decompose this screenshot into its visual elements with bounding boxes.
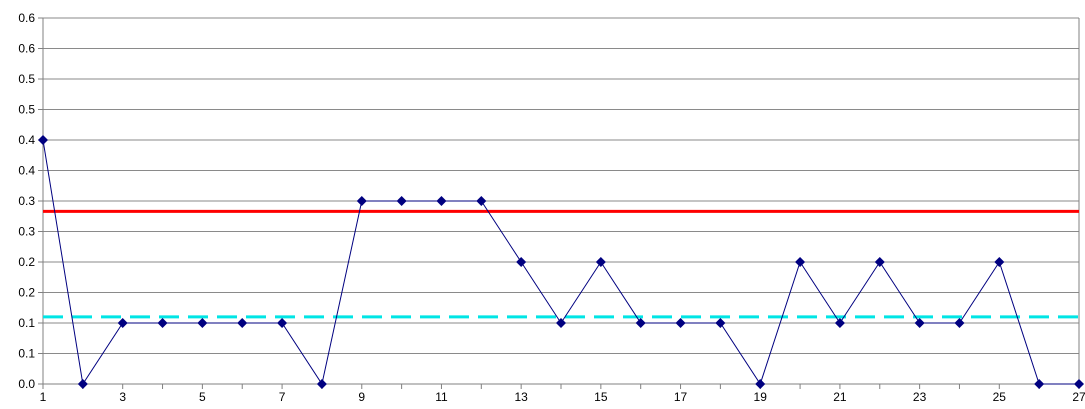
data-point: [675, 318, 686, 328]
y-tick-label: 0.2: [18, 286, 35, 300]
x-tick-label: 17: [674, 390, 688, 404]
data-point: [1074, 379, 1084, 389]
y-axis-ticks: 0.0 0.1 0.1 0.2 0.2 0.3 0.3 0.4 0.4 0.5 0.5 0.6 0.6: [18, 11, 43, 391]
x-tick-label: 1: [40, 390, 47, 404]
y-tick-label: 0.0: [18, 377, 35, 391]
data-point: [157, 318, 168, 328]
data-point: [914, 318, 925, 328]
data-point: [516, 257, 527, 267]
x-tick-label: 3: [119, 390, 126, 404]
x-tick-label: 7: [279, 390, 286, 404]
x-tick-label: 11: [435, 390, 448, 404]
x-tick-label: 5: [199, 390, 206, 404]
data-point: [356, 196, 367, 206]
data-point: [117, 318, 128, 328]
data-point: [994, 257, 1005, 267]
data-point: [795, 257, 806, 267]
y-tick-label: 0.5: [18, 103, 35, 117]
data-point: [755, 379, 766, 389]
y-tick-label: 0.1: [18, 316, 35, 330]
data-point: [197, 318, 208, 328]
y-tick-label: 0.1: [18, 347, 35, 361]
grid: [43, 17, 1079, 354]
y-tick-label: 0.6: [18, 11, 35, 25]
x-tick-label: 27: [1072, 390, 1085, 404]
data-point: [595, 257, 606, 267]
data-point: [396, 196, 407, 206]
data-point: [874, 257, 885, 267]
y-tick-label: 0.6: [18, 42, 35, 56]
x-tick-label: 25: [993, 390, 1007, 404]
y-tick-label: 0.3: [18, 225, 35, 239]
x-tick-label: 9: [358, 390, 365, 404]
data-point: [635, 318, 646, 328]
data-point: [38, 135, 48, 145]
y-tick-label: 0.4: [18, 164, 35, 178]
data-point: [1034, 379, 1045, 389]
data-point: [316, 379, 327, 389]
data-point: [954, 318, 965, 328]
data-point: [556, 318, 566, 328]
series: [38, 135, 1084, 389]
y-tick-label: 0.4: [18, 133, 35, 147]
x-tick-label: 23: [913, 390, 927, 404]
data-point: [834, 318, 845, 328]
data-point: [715, 318, 726, 328]
y-tick-label: 0.5: [18, 72, 35, 86]
x-tick-label: 21: [833, 390, 847, 404]
x-tick-label: 13: [514, 390, 528, 404]
x-axis-ticks: 1 3 5 7 9 11 13 15 17 19 21 23 25 27: [40, 384, 1085, 404]
data-point: [77, 379, 88, 389]
y-tick-label: 0.3: [18, 194, 35, 208]
x-tick-label: 15: [594, 390, 608, 404]
y-tick-label: 0.2: [18, 255, 35, 269]
data-point: [476, 196, 487, 206]
data-point: [237, 318, 248, 328]
data-point: [436, 196, 447, 206]
x-tick-label: 19: [754, 390, 768, 404]
data-point: [277, 318, 288, 328]
reference-lines: [43, 209, 1079, 319]
